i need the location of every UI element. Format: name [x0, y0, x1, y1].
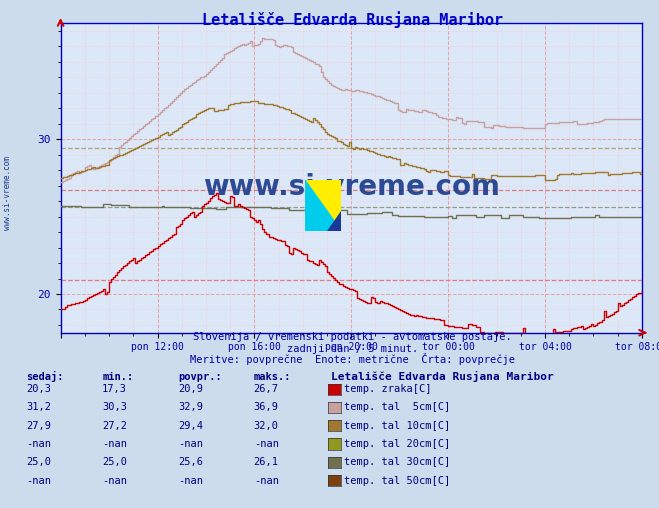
- Text: Letališče Edvarda Rusjana Maribor: Letališče Edvarda Rusjana Maribor: [331, 371, 554, 382]
- Text: 26,7: 26,7: [254, 384, 279, 394]
- Text: 25,6: 25,6: [178, 457, 203, 467]
- Text: temp. tal 20cm[C]: temp. tal 20cm[C]: [344, 439, 450, 449]
- Text: www.si-vreme.com: www.si-vreme.com: [3, 156, 13, 230]
- Text: 17,3: 17,3: [102, 384, 127, 394]
- Text: -nan: -nan: [26, 439, 51, 449]
- Text: 31,2: 31,2: [26, 402, 51, 412]
- Text: -nan: -nan: [254, 475, 279, 486]
- Text: 29,4: 29,4: [178, 421, 203, 431]
- Text: 25,0: 25,0: [102, 457, 127, 467]
- Text: 20,3: 20,3: [26, 384, 51, 394]
- Text: 27,2: 27,2: [102, 421, 127, 431]
- Text: www.si-vreme.com: www.si-vreme.com: [203, 173, 500, 201]
- Text: temp. zraka[C]: temp. zraka[C]: [344, 384, 432, 394]
- Text: 25,0: 25,0: [26, 457, 51, 467]
- Text: sedaj:: sedaj:: [26, 371, 64, 382]
- Text: 26,1: 26,1: [254, 457, 279, 467]
- Text: temp. tal 50cm[C]: temp. tal 50cm[C]: [344, 475, 450, 486]
- Text: 30,3: 30,3: [102, 402, 127, 412]
- Polygon shape: [305, 180, 341, 231]
- Polygon shape: [327, 211, 341, 231]
- Polygon shape: [305, 180, 341, 231]
- Text: -nan: -nan: [254, 439, 279, 449]
- Text: povpr.:: povpr.:: [178, 372, 221, 382]
- Text: -nan: -nan: [178, 475, 203, 486]
- Text: 20,9: 20,9: [178, 384, 203, 394]
- Text: temp. tal 10cm[C]: temp. tal 10cm[C]: [344, 421, 450, 431]
- Text: Letališče Edvarda Rusjana Maribor: Letališče Edvarda Rusjana Maribor: [202, 11, 503, 28]
- Polygon shape: [305, 180, 341, 231]
- Text: 32,0: 32,0: [254, 421, 279, 431]
- Text: -nan: -nan: [102, 475, 127, 486]
- Text: -nan: -nan: [178, 439, 203, 449]
- Text: temp. tal 30cm[C]: temp. tal 30cm[C]: [344, 457, 450, 467]
- Text: 27,9: 27,9: [26, 421, 51, 431]
- Text: min.:: min.:: [102, 372, 133, 382]
- Text: 36,9: 36,9: [254, 402, 279, 412]
- Text: 32,9: 32,9: [178, 402, 203, 412]
- Text: temp. tal  5cm[C]: temp. tal 5cm[C]: [344, 402, 450, 412]
- Text: -nan: -nan: [102, 439, 127, 449]
- Text: Slovenija / vremenski podatki - avtomatske postaje.: Slovenija / vremenski podatki - avtomats…: [193, 332, 512, 342]
- Text: Meritve: povprečne  Enote: metrične  Črta: povprečje: Meritve: povprečne Enote: metrične Črta:…: [190, 353, 515, 365]
- Text: zadnji dan / 5 minut.: zadnji dan / 5 minut.: [287, 343, 418, 354]
- Text: maks.:: maks.:: [254, 372, 291, 382]
- Text: -nan: -nan: [26, 475, 51, 486]
